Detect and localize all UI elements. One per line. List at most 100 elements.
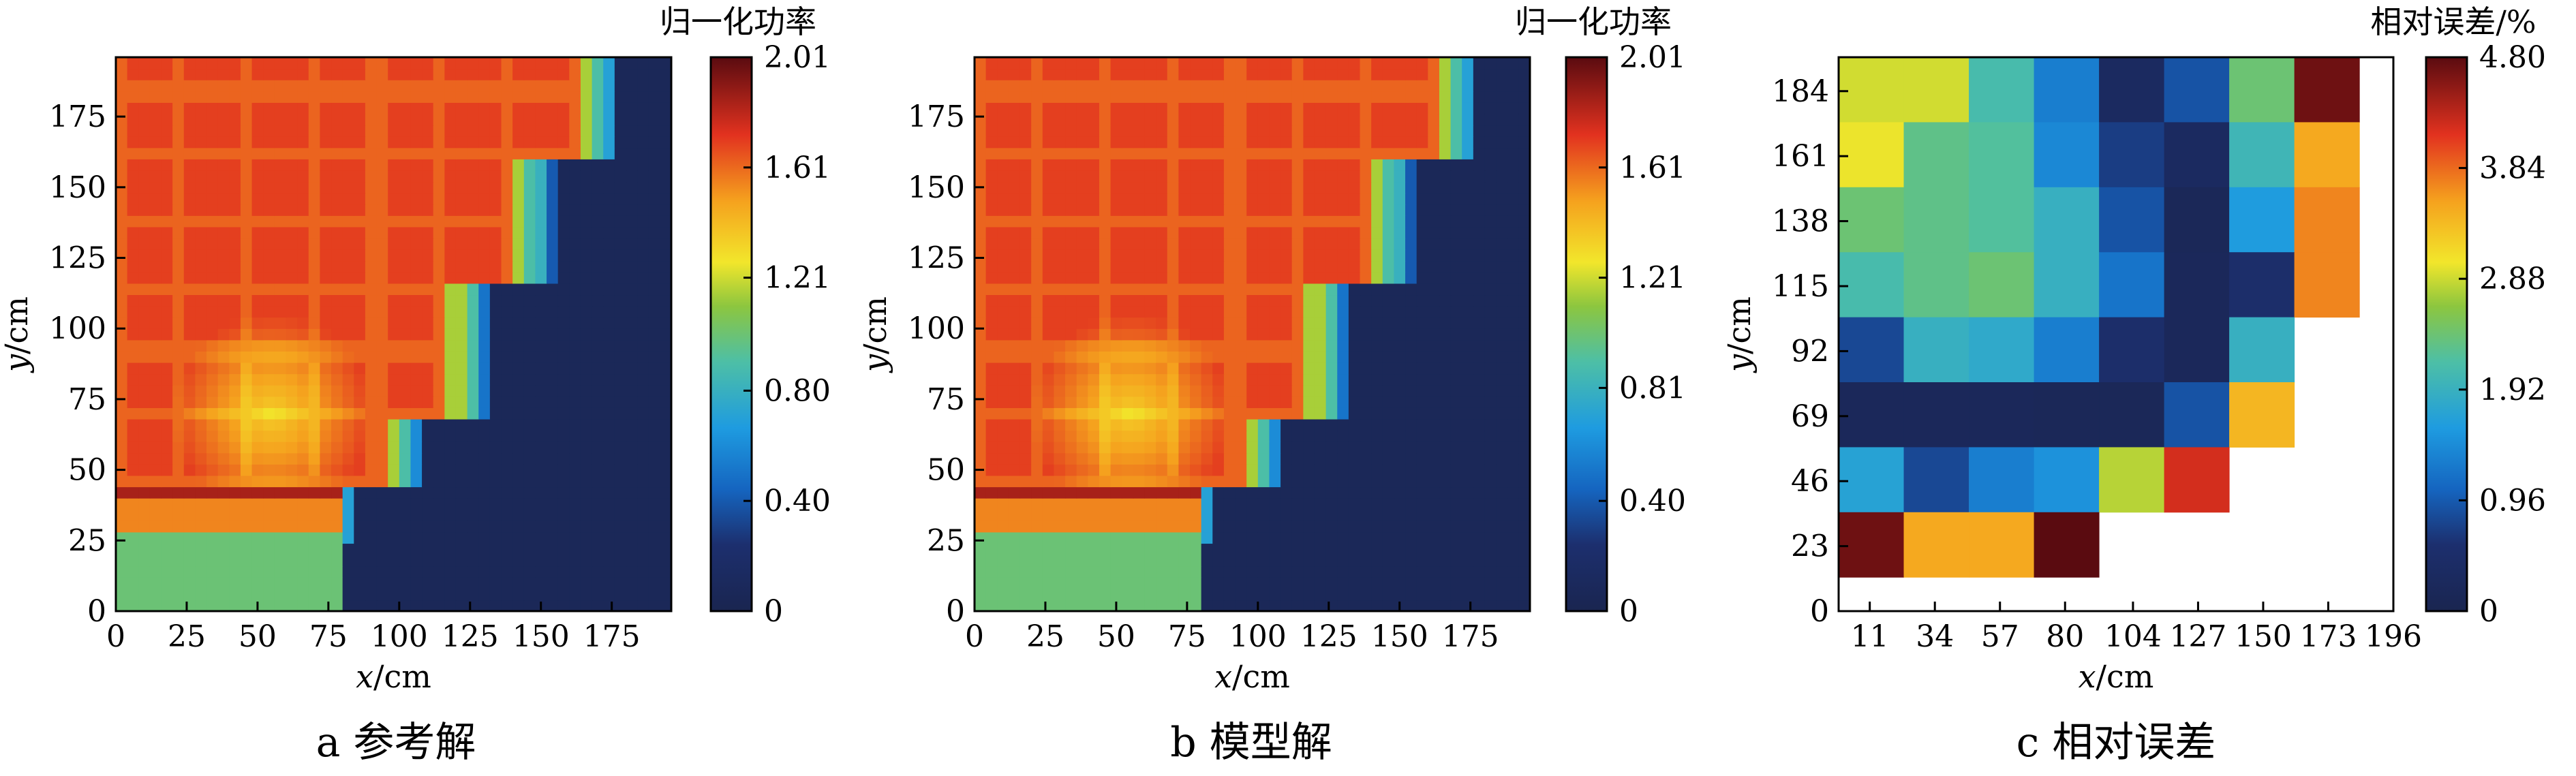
heatmap-cell <box>1382 136 1395 149</box>
heatmap-cell <box>388 339 400 352</box>
heatmap-cell <box>1303 577 1315 589</box>
heatmap-cell <box>240 204 253 216</box>
heatmap-cell <box>195 147 207 159</box>
heatmap-cell <box>183 486 196 499</box>
heatmap-cell <box>1518 249 1531 262</box>
heatmap-cell <box>1428 588 1440 601</box>
heatmap-cell <box>1246 306 1259 318</box>
y-tick-label: 50 <box>68 453 106 488</box>
heatmap-cell <box>1235 91 1247 103</box>
heatmap-cell <box>478 260 491 273</box>
heatmap-cell <box>206 91 219 103</box>
heatmap-cell <box>1507 113 1519 126</box>
heatmap-cell <box>1042 385 1055 397</box>
heatmap-cell <box>501 385 513 397</box>
heatmap-cell <box>422 294 434 307</box>
heatmap-cell <box>1281 125 1293 137</box>
heatmap-cell <box>1450 181 1462 193</box>
heatmap-cell <box>1235 373 1247 386</box>
heatmap-cell <box>138 464 151 476</box>
heatmap-cell <box>1450 328 1462 341</box>
heatmap-cell <box>1337 600 1349 612</box>
heatmap-cell <box>997 193 1009 205</box>
heatmap-cell <box>1462 441 1474 454</box>
heatmap-cell <box>263 306 275 318</box>
heatmap-cell <box>1462 125 1474 137</box>
heatmap-cell <box>388 373 400 386</box>
heatmap-cell <box>603 272 615 284</box>
heatmap-cell <box>172 464 185 476</box>
heatmap-cell <box>195 238 207 250</box>
heatmap-cell <box>1133 272 1146 284</box>
error-cell <box>2229 317 2295 383</box>
heatmap-cell <box>1235 102 1247 114</box>
heatmap-cell <box>467 226 479 239</box>
heatmap-cell <box>1314 91 1327 103</box>
heatmap-cell <box>1348 57 1361 69</box>
heatmap-cell <box>286 351 298 363</box>
heatmap-cell <box>1031 339 1043 352</box>
heatmap-cell <box>1394 294 1406 307</box>
heatmap-cell <box>1416 452 1428 465</box>
heatmap-cell <box>388 159 400 171</box>
heatmap-cell <box>206 464 219 476</box>
heatmap-cell <box>489 68 502 80</box>
heatmap-cell <box>116 441 128 454</box>
heatmap-cell <box>1246 204 1259 216</box>
heatmap-cell <box>603 215 615 228</box>
heatmap-cell <box>1405 260 1417 273</box>
heatmap-cell <box>592 272 604 284</box>
heatmap-cell <box>1507 226 1519 239</box>
heatmap-cell <box>320 328 332 341</box>
heatmap-cell <box>116 588 128 601</box>
heatmap-cell <box>501 464 513 476</box>
heatmap-cell <box>161 204 173 216</box>
heatmap-cell <box>1394 113 1406 126</box>
heatmap-cell <box>1416 555 1428 567</box>
heatmap-cell <box>308 193 320 205</box>
heatmap-cell <box>444 294 457 307</box>
heatmap-cell <box>1133 193 1146 205</box>
heatmap-cell <box>138 577 151 589</box>
heatmap-cell <box>1462 577 1474 589</box>
heatmap-cell <box>1257 452 1270 465</box>
heatmap-cell <box>1439 509 1452 521</box>
heatmap-cell <box>274 418 287 431</box>
heatmap-cell <box>1269 102 1281 114</box>
heatmap-cell <box>614 215 627 228</box>
heatmap-cell <box>1416 430 1428 442</box>
heatmap-cell <box>183 521 196 533</box>
heatmap-cell <box>1223 294 1236 307</box>
heatmap-cell <box>455 565 468 578</box>
heatmap-cell <box>626 351 638 363</box>
heatmap-cell <box>444 600 457 612</box>
heatmap-cell <box>1019 102 1032 114</box>
heatmap-cell <box>1496 80 1508 92</box>
heatmap-cell <box>1348 170 1361 183</box>
heatmap-cell <box>161 565 173 578</box>
heatmap-cell <box>467 509 479 521</box>
heatmap-cell <box>1257 215 1270 228</box>
error-cell <box>2164 252 2230 318</box>
heatmap-cell <box>388 170 400 183</box>
heatmap-cell <box>1518 181 1531 193</box>
heatmap-cell <box>172 351 185 363</box>
heatmap-cell <box>444 486 457 499</box>
heatmap-cell <box>1167 249 1179 262</box>
heatmap-cell <box>138 328 151 341</box>
heatmap-cell <box>1156 475 1168 488</box>
heatmap-cell <box>297 351 309 363</box>
heatmap-cell <box>614 521 627 533</box>
heatmap-cell <box>183 351 196 363</box>
heatmap-cell <box>1178 204 1191 216</box>
heatmap-cell <box>592 159 604 171</box>
heatmap-cell <box>1144 102 1156 114</box>
heatmap-cell <box>1178 486 1191 499</box>
heatmap-cell <box>1008 317 1021 329</box>
heatmap-cell <box>1178 57 1191 69</box>
heatmap-cell <box>603 159 615 171</box>
heatmap-cell <box>557 272 570 284</box>
heatmap-cell <box>116 555 128 567</box>
heatmap-cell <box>263 136 275 149</box>
heatmap-cell <box>455 80 468 92</box>
